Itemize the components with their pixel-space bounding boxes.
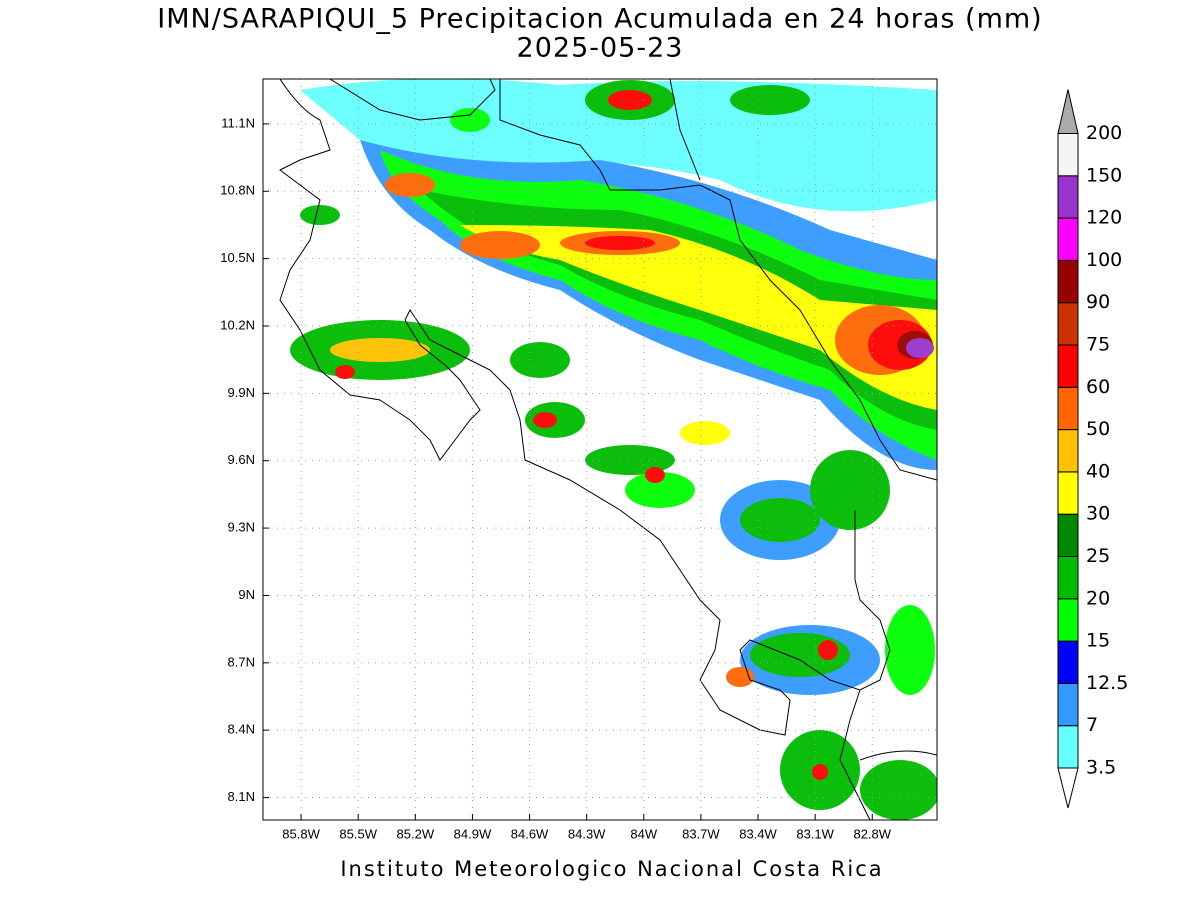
x-tick-label: 83.4W <box>739 826 777 841</box>
colorbar-box <box>1057 725 1079 769</box>
colorbar-box <box>1057 175 1079 219</box>
y-tick-label: 8.4N <box>228 722 255 737</box>
colorbar-label: 12.5 <box>1086 672 1128 694</box>
y-tick-label: 8.1N <box>228 789 255 804</box>
x-tick-label: 82.8W <box>853 826 891 841</box>
colorbar-label: 150 <box>1086 164 1122 186</box>
colorbar-label: 30 <box>1086 503 1110 525</box>
x-tick-label: 85.5W <box>339 826 377 841</box>
y-tick-label: 9.9N <box>228 385 255 400</box>
colorbar-box <box>1057 344 1079 388</box>
colorbar-label: 15 <box>1086 630 1110 652</box>
y-tick-label: 9.6N <box>228 452 255 467</box>
colorbar-box <box>1057 217 1079 261</box>
colorbar-under <box>1057 767 1079 809</box>
colorbar-box <box>1057 471 1079 515</box>
y-tick-label: 8.7N <box>228 654 255 669</box>
colorbar-label: 25 <box>1086 545 1110 567</box>
colorbar-box <box>1057 640 1079 684</box>
colorbar-box <box>1057 598 1079 642</box>
y-tick-label: 10.2N <box>220 317 255 332</box>
y-tick-label: 9.3N <box>228 520 255 535</box>
colorbar-label: 100 <box>1086 249 1122 271</box>
precipitation-field <box>263 79 937 820</box>
colorbar-label: 20 <box>1086 587 1110 609</box>
map-frame <box>262 78 938 821</box>
y-tick-label: 11.1N <box>221 115 255 130</box>
colorbar-label: 60 <box>1086 376 1110 398</box>
colorbar-box <box>1057 133 1079 177</box>
subtitle: 2025-05-23 <box>517 33 684 64</box>
y-tick-label: 10.5N <box>220 250 255 265</box>
coastline <box>279 79 937 820</box>
x-tick-label: 85.2W <box>397 826 435 841</box>
colorbar-label: 7 <box>1086 714 1098 736</box>
x-tick-label: 84.6W <box>511 826 549 841</box>
title: IMN/SARAPIQUI_5 Precipitacion Acumulada … <box>157 4 1042 35</box>
colorbar-label: 75 <box>1086 334 1110 356</box>
colorbar-box <box>1057 513 1079 558</box>
x-tick-label: 84.9W <box>454 826 492 841</box>
graticule: 85.8W 85.5W 85.2W 84.9W 84.6W 84.3W 84W 83.7W 83… <box>220 79 937 841</box>
colorbar-box <box>1057 302 1079 346</box>
colorbar-label: 3.5 <box>1086 757 1116 779</box>
x-tick-label: 83.7W <box>682 826 720 841</box>
colorbar-over <box>1057 89 1079 134</box>
colorbar-label: 200 <box>1086 122 1122 144</box>
colorbar-label: 120 <box>1086 207 1122 229</box>
colorbar: 3.5 7 12.5 15 20 25 30 40 50 60 75 90 100 120 150 200 <box>1057 89 1128 809</box>
y-tick-label: 10.8N <box>220 183 255 198</box>
x-tick-label: 83.1W <box>796 826 834 841</box>
colorbar-label: 90 <box>1086 291 1110 313</box>
colorbar-box <box>1057 429 1079 473</box>
x-tick-label: 84W <box>630 826 657 841</box>
colorbar-label: 50 <box>1086 418 1110 440</box>
x-tick-label: 85.8W <box>282 826 320 841</box>
colorbar-box <box>1057 386 1079 431</box>
y-tick-label: 9N <box>238 587 255 602</box>
colorbar-box <box>1057 556 1079 600</box>
footer: Instituto Meteorologico Nacional Costa R… <box>340 857 883 881</box>
x-tick-label: 84.3W <box>568 826 606 841</box>
colorbar-box <box>1057 259 1079 304</box>
colorbar-label: 40 <box>1086 460 1110 482</box>
colorbar-box <box>1057 682 1079 727</box>
